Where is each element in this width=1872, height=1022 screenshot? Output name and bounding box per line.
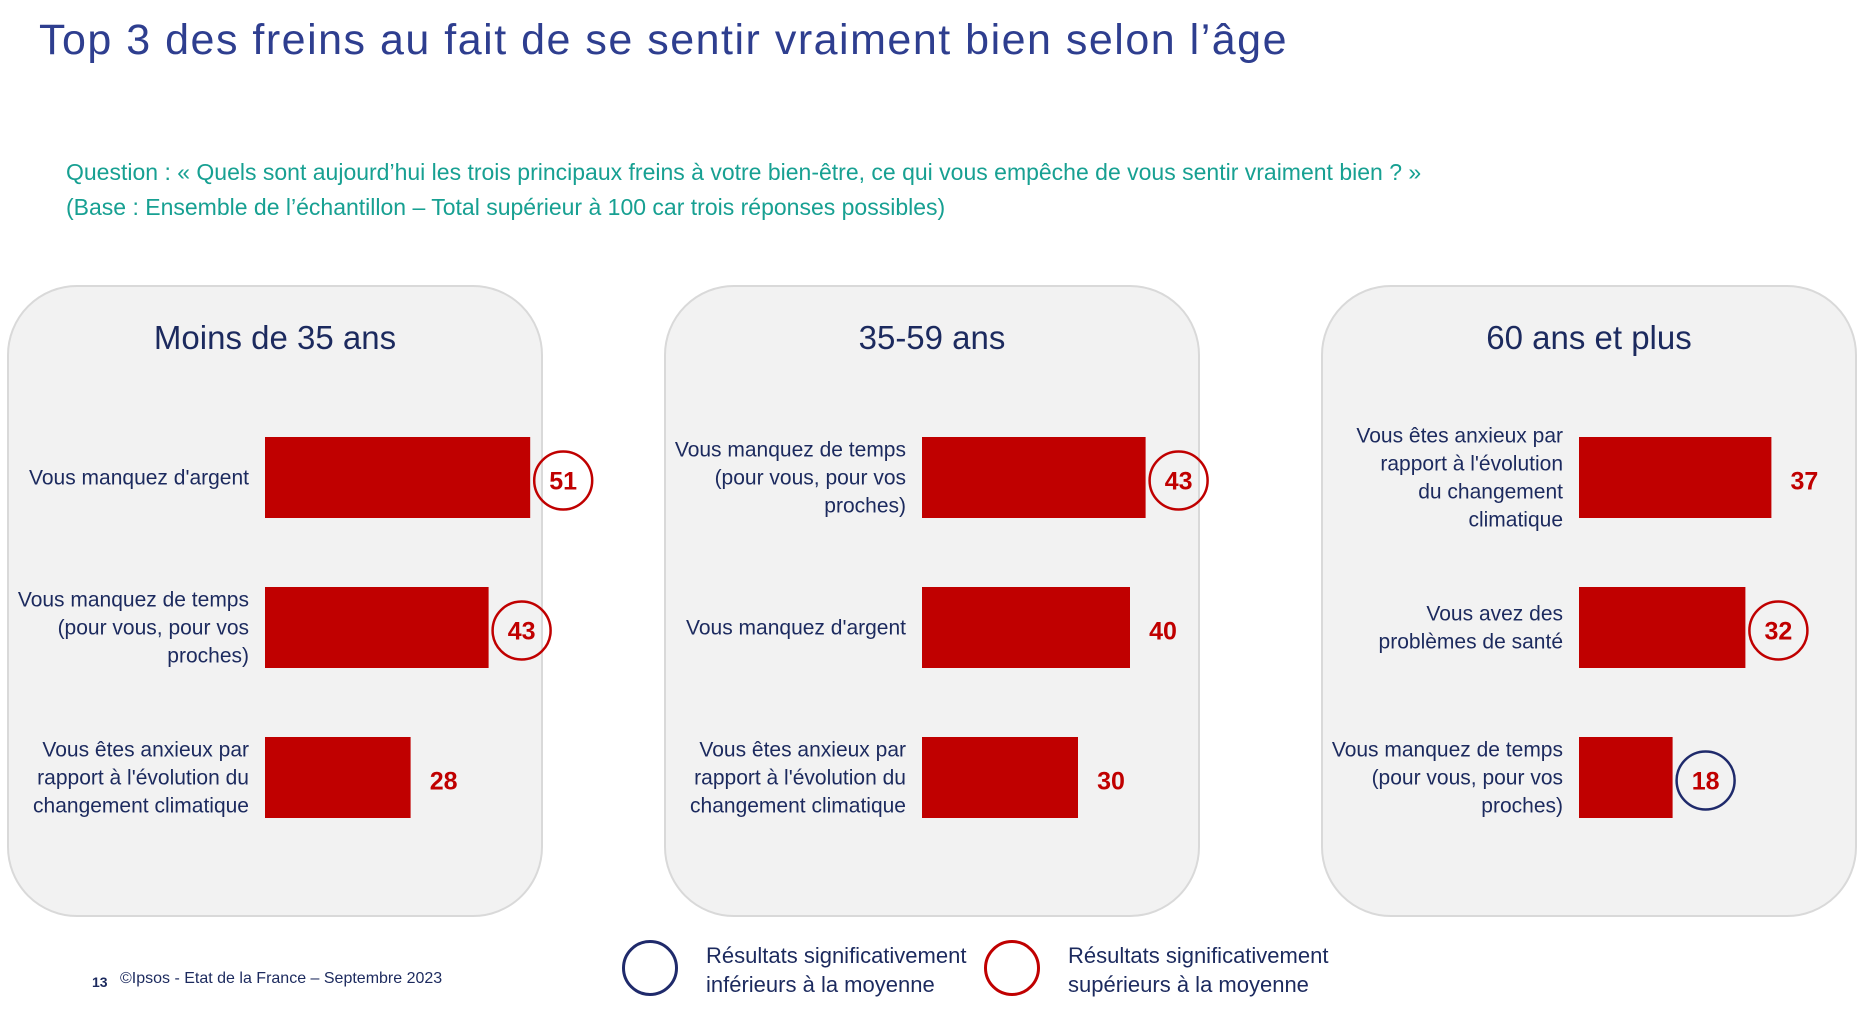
bar-label: Vous avez des [1426,603,1563,626]
data-label: 43 [508,618,536,646]
bar-label: Vous manquez d'argent [29,467,249,490]
legend-higher-text: Résultats significativement supérieurs à… [1068,943,1329,997]
bar-label: (pour vous, pour vos [1372,767,1563,790]
bar [1579,737,1673,818]
data-label: 40 [1149,618,1177,646]
data-label: 43 [1165,468,1193,496]
bar-label: problèmes de santé [1379,631,1563,654]
bar-label: Vous manquez d'argent [686,617,906,640]
panel-title: 60 ans et plus [1486,319,1692,356]
bar-label: proches) [1481,795,1563,818]
question-text: Question : « Quels sont aujourd’hui les … [66,155,1421,225]
bar-label: rapport à l'évolution du [37,767,249,790]
bar-label: (pour vous, pour vos [58,617,249,640]
bar [1579,587,1746,668]
bar-label: climatique [1468,509,1563,532]
bar-chart: Vous manquez de temps (pour vous, pour vo… [675,437,1209,818]
significance-higher-circle [1148,450,1209,511]
bar-label: Vous êtes anxieux par [699,739,906,762]
bar-label: proches) [824,495,906,518]
bar [922,737,1078,818]
bar [922,437,1146,518]
bar-label: Vous êtes anxieux par [42,739,249,762]
bar-label: rapport à l'évolution [1380,453,1563,476]
bar-label: rapport à l'évolution du [694,767,906,790]
bar-chart: Vous manquez d'argent 51 Vous manquez de t… [18,437,594,818]
legend-lower-text: Résultats significativement inférieurs à… [706,943,967,997]
bar-label: proches) [167,645,249,668]
significance-higher-circle [1748,600,1809,661]
bar [922,587,1130,668]
bar-label: Vous êtes anxieux par [1356,425,1563,448]
page-number: 13 [92,974,108,990]
data-label: 28 [430,768,458,796]
bar [265,587,489,668]
bar-label: Vous manquez de temps [1332,739,1563,762]
base-line: (Base : Ensemble de l’échantillon – Tota… [66,194,946,220]
bar [1579,437,1772,518]
question-line: Question : « Quels sont aujourd’hui les … [66,159,1422,185]
bar-chart: Vous êtes anxieux par rapport à l'évoluti… [1332,425,1818,818]
panel-35-59: 35-59 ans Vous manquez de temps (pour vou… [664,285,1209,917]
bar-label: Vous manquez de temps [18,589,249,612]
data-label: 32 [1764,618,1792,646]
bar-label: (pour vous, pour vos [715,467,906,490]
significance-higher-circle [491,600,552,661]
bar-label: changement climatique [33,795,249,818]
data-label: 30 [1097,768,1125,796]
panel-title: 35-59 ans [858,319,1006,356]
bar-label: Vous manquez de temps [675,439,906,462]
significance-lower-circle [1675,750,1736,811]
legend-higher-circle [984,940,1040,996]
data-label: 51 [549,468,577,496]
bar [265,737,411,818]
panel-under-35: Moins de 35 ans Vous manquez d'argent 51 V… [7,285,594,917]
data-label: 18 [1692,768,1720,796]
slide-title: Top 3 des freins au fait de se sentir vr… [39,16,1288,64]
footer-source: ©Ipsos - Etat de la France – Septembre 2… [120,970,443,987]
bar-label: du changement [1418,481,1563,504]
significance-higher-circle [532,450,594,511]
bar-label: changement climatique [690,795,906,818]
bar [265,437,531,518]
legend-lower-circle [622,940,678,996]
panel-title: Moins de 35 ans [153,319,397,356]
data-label: 37 [1790,468,1818,496]
panel-60-plus: 60 ans et plus Vous êtes anxieux par rapp… [1321,285,1857,917]
